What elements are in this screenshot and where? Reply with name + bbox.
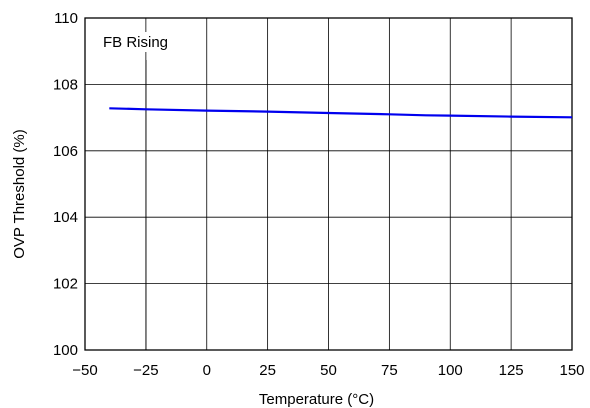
y-tick-label: 110: [54, 10, 78, 27]
x-tick-label: 0: [203, 362, 211, 379]
x-tick-label: 75: [381, 362, 398, 379]
x-axis-label: Temperature (°C): [259, 391, 374, 408]
y-tick-label: 100: [53, 342, 78, 359]
y-tick-labels: 100 102 104 106 108 110: [53, 10, 78, 359]
x-tick-label: 100: [438, 362, 463, 379]
y-tick-label: 108: [53, 76, 78, 93]
y-axis-label: OVP Threshold (%): [11, 129, 28, 259]
plot-frame: [84, 17, 573, 351]
x-tick-label: 50: [320, 362, 337, 379]
x-tick-label: −50: [72, 362, 97, 379]
y-tick-label: 102: [53, 276, 78, 293]
series-line: [109, 107, 573, 119]
x-tick-labels: −50 −25 0 25 50 75 100 125 150: [72, 362, 584, 379]
y-tick-label: 106: [53, 143, 78, 160]
series-lines: [109, 107, 573, 119]
grid-lines: [85, 18, 572, 350]
annotation-background: [100, 32, 188, 52]
annotation-fb-rising: FB Rising: [103, 34, 168, 51]
y-tick-label: 104: [53, 209, 78, 226]
x-tick-label: 25: [259, 362, 276, 379]
x-tick-label: 150: [559, 362, 584, 379]
x-tick-label: −25: [133, 362, 158, 379]
x-tick-label: 125: [499, 362, 524, 379]
